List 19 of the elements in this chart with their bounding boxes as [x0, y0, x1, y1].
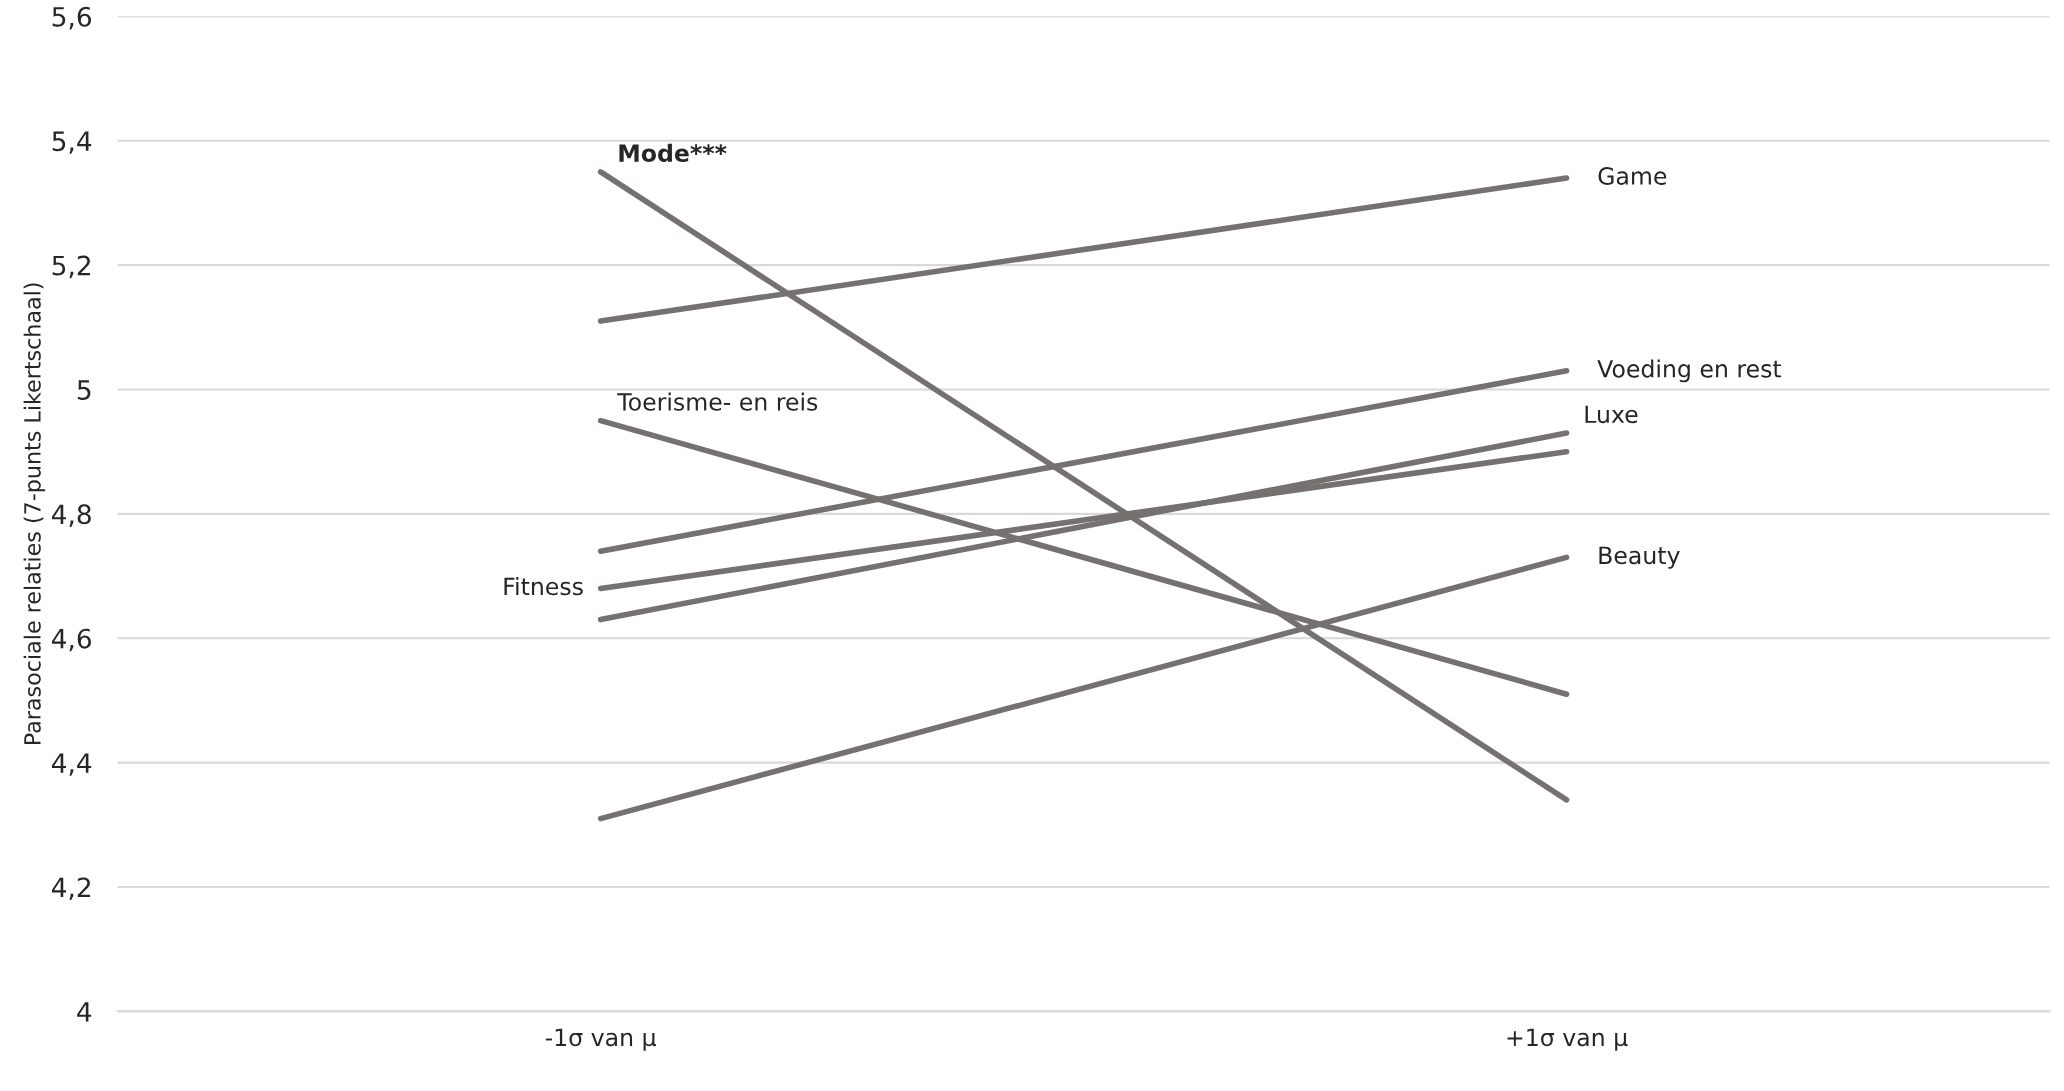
- series-label: Voeding en rest: [1597, 359, 1782, 383]
- y-tick-label: 4,6: [51, 628, 91, 652]
- x-tick-label: -1σ van μ: [545, 1028, 657, 1051]
- series-label: Mode***: [619, 143, 727, 163]
- series-label: Fitness: [504, 577, 583, 596]
- series-label: Luxe: [1585, 405, 1638, 424]
- series-label: Beauty: [1599, 546, 1680, 569]
- y-tick-label: 5,4: [52, 131, 92, 154]
- y-tick-label: 5,6: [52, 6, 91, 30]
- series-label: Game: [1598, 167, 1667, 185]
- x-tick-label: +1σ van μ: [1507, 1028, 1628, 1051]
- y-tick-label: 4,2: [51, 877, 91, 901]
- y-tick-label: 4,4: [51, 753, 92, 776]
- y-tick-label: 4,8: [51, 504, 91, 527]
- y-tick-label: 5,2: [52, 255, 91, 279]
- y-tick-label: 5: [77, 380, 91, 400]
- y-axis-title: Parasociale relaties (7-punts Likertschaal): [23, 283, 46, 745]
- series-label: Toerisme- en reis: [617, 392, 818, 411]
- y-tick-label: 4: [77, 1002, 92, 1022]
